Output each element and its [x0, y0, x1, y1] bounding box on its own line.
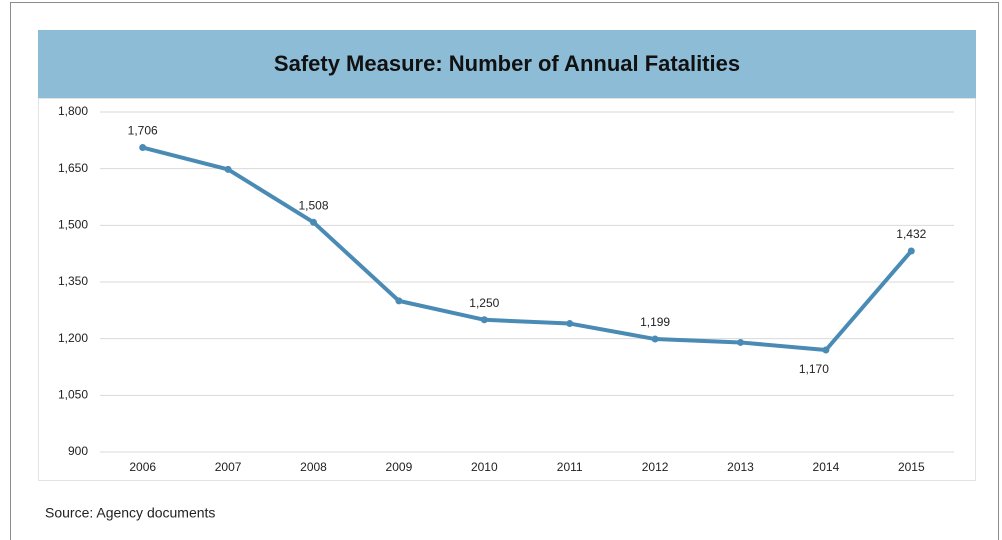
- x-tick-label: 2006: [129, 460, 156, 474]
- title-banner: [38, 30, 976, 98]
- data-point: [310, 218, 317, 226]
- y-tick-label: 1,650: [58, 161, 88, 175]
- x-tick-label: 2015: [898, 460, 925, 474]
- y-tick-label: 1,800: [58, 104, 88, 118]
- data-point: [822, 346, 830, 354]
- y-tick-label: 1,050: [58, 388, 88, 402]
- data-label: 1,432: [896, 227, 926, 241]
- x-tick-label: 2007: [215, 460, 242, 474]
- x-tick-label: 2008: [300, 460, 327, 474]
- x-tick-label: 2009: [386, 460, 413, 474]
- data-label: 1,508: [298, 198, 328, 212]
- data-point: [651, 335, 659, 343]
- source-note: Source: Agency documents: [45, 505, 215, 521]
- x-tick-label: 2010: [471, 460, 498, 474]
- x-tick-label: 2011: [557, 460, 583, 474]
- y-tick-label: 900: [68, 444, 88, 458]
- data-point: [737, 338, 744, 346]
- data-point: [480, 316, 488, 324]
- data-point: [139, 144, 147, 152]
- data-label: 1,199: [640, 315, 670, 329]
- data-label: 1,250: [469, 296, 499, 310]
- outer-frame: [10, 2, 999, 540]
- plot-frame: [38, 98, 976, 481]
- data-label: 1,706: [128, 124, 158, 138]
- chart-title: Safety Measure: Number of Annual Fatalit…: [274, 51, 740, 76]
- data-line: [142, 145, 913, 352]
- data-point: [395, 297, 403, 305]
- data-label: 1,170: [799, 362, 829, 376]
- data-point: [224, 165, 232, 173]
- data-point: [907, 247, 915, 255]
- x-tick-label: 2014: [813, 460, 840, 474]
- data-point: [566, 320, 574, 328]
- y-tick-label: 1,500: [58, 218, 88, 232]
- x-tick-label: 2013: [727, 460, 754, 474]
- y-tick-label: 1,350: [58, 274, 88, 288]
- y-tick-label: 1,200: [58, 331, 88, 345]
- x-tick-label: 2012: [642, 460, 669, 474]
